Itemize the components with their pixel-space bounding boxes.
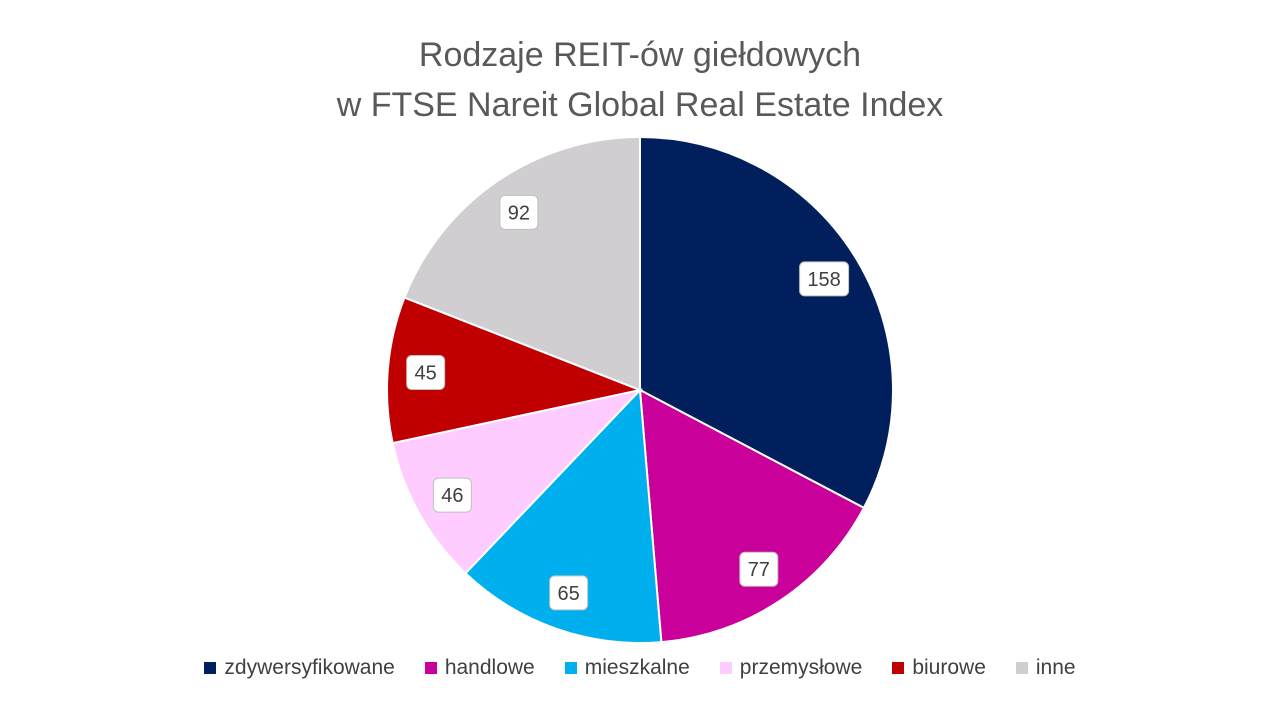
data-label-zdywersyfikowane: 158 <box>799 261 850 297</box>
chart-title: Rodzaje REIT-ów giełdowych w FTSE Nareit… <box>0 30 1280 130</box>
legend-label: zdywersyfikowane <box>224 656 395 679</box>
legend-item-handlowe: handlowe <box>424 656 535 680</box>
legend-label: mieszkalne <box>584 656 690 679</box>
legend-swatch <box>424 662 437 674</box>
chart-title-line-2: w FTSE Nareit Global Real Estate Index <box>336 86 944 124</box>
legend-item-mieszkalne: mieszkalne <box>564 656 690 680</box>
chart-legend: zdywersyfikowane handlowe mieszkalne przemy… <box>0 656 1280 680</box>
legend-item-zdywersyfikowane: zdywersyfikowane <box>204 656 395 680</box>
svg-text:77: 77 <box>748 559 770 581</box>
pie-slice-przemysłowe <box>391 388 643 575</box>
legend-item-inne: inne <box>1015 656 1076 680</box>
legend-swatch <box>204 662 217 674</box>
legend-label: przemysłowe <box>739 656 863 679</box>
svg-text:158: 158 <box>807 269 840 291</box>
legend-label: inne <box>1035 656 1076 679</box>
legend-swatch <box>719 662 732 674</box>
data-label-mieszkalne: 65 <box>549 575 589 611</box>
pie-slice-inne <box>403 135 641 392</box>
pie-slice-biurowe <box>386 296 644 445</box>
svg-text:92: 92 <box>508 202 530 224</box>
legend-label: handlowe <box>444 656 535 679</box>
legend-item-biurowe: biurowe <box>892 656 986 680</box>
chart-title-line-1: Rodzaje REIT-ów giełdowych <box>418 36 862 74</box>
data-label-biurowe: 45 <box>406 355 446 391</box>
data-label-inne: 92 <box>499 194 539 230</box>
pie-slice-mieszkalne <box>464 387 663 644</box>
pie-slice-handlowe <box>638 388 866 644</box>
data-label-handlowe: 77 <box>739 551 779 587</box>
legend-swatch <box>892 662 905 674</box>
data-label-przemysłowe: 46 <box>432 477 472 513</box>
svg-text:45: 45 <box>415 363 437 385</box>
legend-swatch <box>564 662 577 674</box>
pie-slice-zdywersyfikowane <box>639 135 894 510</box>
svg-text:65: 65 <box>558 583 580 605</box>
legend-item-przemysłowe: przemysłowe <box>719 656 863 680</box>
legend-swatch <box>1015 662 1028 674</box>
legend-label: biurowe <box>912 656 986 679</box>
svg-text:46: 46 <box>441 485 463 507</box>
